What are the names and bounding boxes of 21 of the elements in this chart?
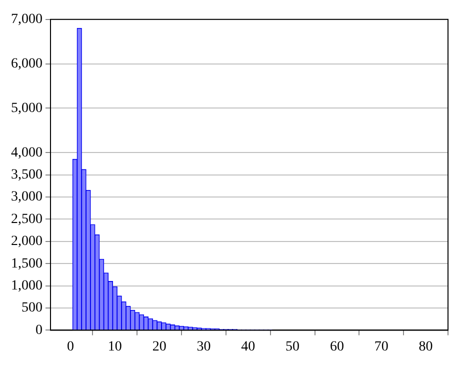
x-tick-label: 80 [418,339,433,354]
x-tick-label: 50 [286,339,300,354]
x-tick-label: 70 [374,339,388,354]
y-tick-label: 2,500 [11,212,42,227]
x-tick-label: 20 [152,339,166,354]
x-tick-label: 0 [66,339,74,354]
x-tick-label: 30 [196,339,211,354]
y-tick-label: 5,000 [11,100,42,116]
x-tick-label: 40 [241,339,256,354]
y-tick-label: 3,000 [11,190,42,205]
y-tick-label: 0 [36,322,42,338]
y-tick-label: 4,000 [11,145,42,160]
y-tick-label: 7,000 [11,12,42,28]
y-tick-label: 6,000 [11,56,42,72]
x-tick-label: 10 [108,339,122,354]
y-tick-label: 2,000 [11,234,42,250]
y-tick-label: 1,500 [11,256,42,272]
y-tick-label: 3,500 [11,167,42,182]
y-tick-label: 1,000 [11,278,42,294]
y-tick-label: 500 [22,300,42,316]
x-tick-label: 60 [330,339,344,354]
